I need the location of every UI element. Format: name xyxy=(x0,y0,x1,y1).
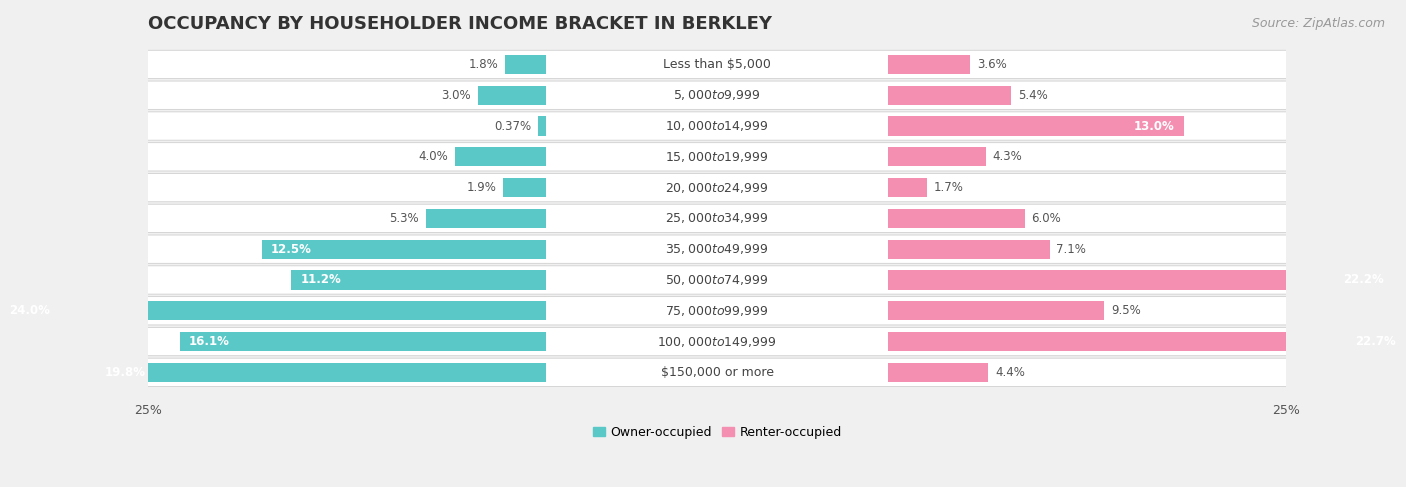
Text: Less than $5,000: Less than $5,000 xyxy=(664,58,770,71)
Text: $25,000 to $34,999: $25,000 to $34,999 xyxy=(665,211,769,225)
Text: 4.3%: 4.3% xyxy=(993,150,1022,163)
Text: 1.9%: 1.9% xyxy=(467,181,496,194)
Text: 3.0%: 3.0% xyxy=(441,89,471,102)
Bar xyxy=(456,147,547,167)
Text: 11.2%: 11.2% xyxy=(301,274,342,286)
FancyBboxPatch shape xyxy=(145,327,1289,356)
Bar xyxy=(96,363,547,382)
FancyBboxPatch shape xyxy=(145,235,1289,263)
Bar xyxy=(889,209,1025,228)
Text: 1.7%: 1.7% xyxy=(934,181,963,194)
Bar xyxy=(0,301,547,320)
Text: Source: ZipAtlas.com: Source: ZipAtlas.com xyxy=(1251,17,1385,30)
Bar xyxy=(889,116,1184,135)
Text: 4.0%: 4.0% xyxy=(419,150,449,163)
FancyBboxPatch shape xyxy=(145,266,1289,294)
Text: 22.2%: 22.2% xyxy=(1344,274,1385,286)
Text: $15,000 to $19,999: $15,000 to $19,999 xyxy=(665,150,769,164)
FancyBboxPatch shape xyxy=(145,173,1289,202)
Text: $35,000 to $49,999: $35,000 to $49,999 xyxy=(665,242,769,256)
Text: $150,000 or more: $150,000 or more xyxy=(661,366,773,379)
Bar xyxy=(291,270,547,290)
Text: 4.4%: 4.4% xyxy=(995,366,1025,379)
FancyBboxPatch shape xyxy=(145,297,1289,325)
Bar xyxy=(889,240,1050,259)
Text: 7.1%: 7.1% xyxy=(1056,243,1087,256)
Bar xyxy=(505,55,547,74)
Text: 13.0%: 13.0% xyxy=(1135,119,1175,132)
Text: $50,000 to $74,999: $50,000 to $74,999 xyxy=(665,273,769,287)
Text: 16.1%: 16.1% xyxy=(188,335,229,348)
FancyBboxPatch shape xyxy=(145,50,1289,78)
Bar xyxy=(889,270,1393,290)
Legend: Owner-occupied, Renter-occupied: Owner-occupied, Renter-occupied xyxy=(588,421,846,444)
Text: 1.8%: 1.8% xyxy=(468,58,499,71)
Bar xyxy=(478,86,547,105)
FancyBboxPatch shape xyxy=(145,81,1289,110)
Text: 0.37%: 0.37% xyxy=(494,119,531,132)
Text: 5.4%: 5.4% xyxy=(1018,89,1047,102)
Text: $20,000 to $24,999: $20,000 to $24,999 xyxy=(665,181,769,195)
FancyBboxPatch shape xyxy=(145,143,1289,171)
Bar xyxy=(889,332,1405,351)
Bar xyxy=(180,332,547,351)
Bar xyxy=(538,116,547,135)
Text: $10,000 to $14,999: $10,000 to $14,999 xyxy=(665,119,769,133)
Bar xyxy=(503,178,547,197)
Text: 19.8%: 19.8% xyxy=(104,366,146,379)
Bar xyxy=(889,86,1011,105)
Bar xyxy=(889,301,1104,320)
Text: 9.5%: 9.5% xyxy=(1111,304,1140,317)
Bar xyxy=(889,147,986,167)
Text: 6.0%: 6.0% xyxy=(1032,212,1062,225)
Bar xyxy=(426,209,547,228)
Text: $5,000 to $9,999: $5,000 to $9,999 xyxy=(673,88,761,102)
Text: 24.0%: 24.0% xyxy=(8,304,51,317)
FancyBboxPatch shape xyxy=(145,358,1289,387)
Bar xyxy=(262,240,547,259)
Bar xyxy=(889,178,927,197)
FancyBboxPatch shape xyxy=(145,112,1289,140)
Text: OCCUPANCY BY HOUSEHOLDER INCOME BRACKET IN BERKLEY: OCCUPANCY BY HOUSEHOLDER INCOME BRACKET … xyxy=(148,15,772,33)
Text: 12.5%: 12.5% xyxy=(271,243,312,256)
Text: $75,000 to $99,999: $75,000 to $99,999 xyxy=(665,304,769,318)
Text: 3.6%: 3.6% xyxy=(977,58,1007,71)
Text: 22.7%: 22.7% xyxy=(1355,335,1396,348)
Text: $100,000 to $149,999: $100,000 to $149,999 xyxy=(658,335,778,349)
Bar xyxy=(889,55,970,74)
FancyBboxPatch shape xyxy=(145,204,1289,233)
Text: 5.3%: 5.3% xyxy=(389,212,419,225)
Bar xyxy=(889,363,988,382)
